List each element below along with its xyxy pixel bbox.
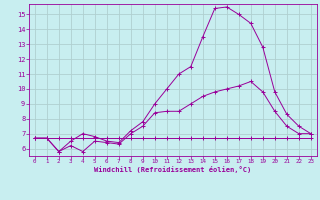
X-axis label: Windchill (Refroidissement éolien,°C): Windchill (Refroidissement éolien,°C) (94, 166, 252, 173)
